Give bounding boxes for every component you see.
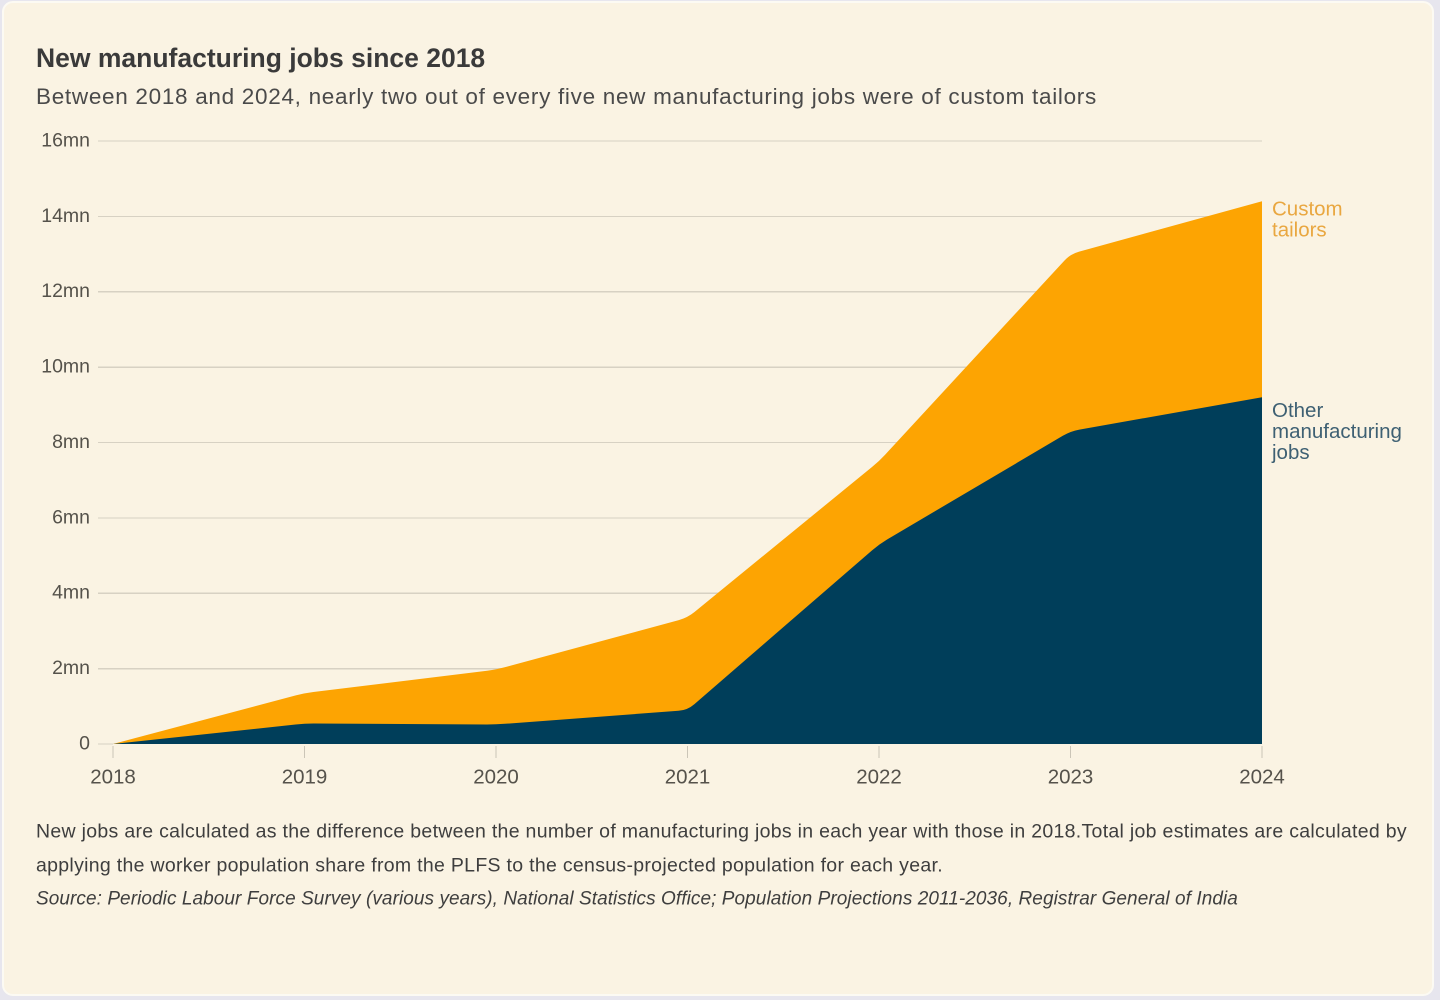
svg-text:14mn: 14mn [41,205,90,227]
svg-text:2018: 2018 [90,766,136,789]
svg-text:10mn: 10mn [41,356,90,378]
svg-text:2024: 2024 [1239,766,1285,789]
svg-text:Custom: Custom [1272,198,1343,221]
svg-text:2mn: 2mn [52,657,90,679]
svg-text:2022: 2022 [856,766,902,789]
svg-text:4mn: 4mn [52,582,90,604]
svg-text:Other: Other [1272,399,1323,422]
svg-text:12mn: 12mn [41,280,90,302]
svg-text:jobs: jobs [1271,441,1310,464]
svg-text:New manufacturing jobs since 2: New manufacturing jobs since 2018 [36,43,485,73]
svg-text:Source: Periodic Labour Force: Source: Periodic Labour Force Survey (va… [36,889,1238,910]
svg-text:6mn: 6mn [52,506,90,528]
svg-text:2019: 2019 [282,766,328,789]
svg-text:2020: 2020 [473,766,519,789]
svg-text:applying the worker population: applying the worker population share fro… [36,855,943,877]
svg-text:2023: 2023 [1048,766,1094,789]
svg-text:tailors: tailors [1272,219,1327,242]
svg-text:16mn: 16mn [41,130,90,152]
svg-text:Between 2018 and 2024, nearly: Between 2018 and 2024, nearly two out of… [36,84,1097,109]
svg-text:New jobs are calculated as the: New jobs are calculated as the differenc… [36,821,1407,843]
svg-text:0: 0 [79,733,90,755]
svg-text:8mn: 8mn [52,431,90,453]
svg-text:manufacturing: manufacturing [1272,420,1402,443]
svg-text:2021: 2021 [665,766,711,789]
